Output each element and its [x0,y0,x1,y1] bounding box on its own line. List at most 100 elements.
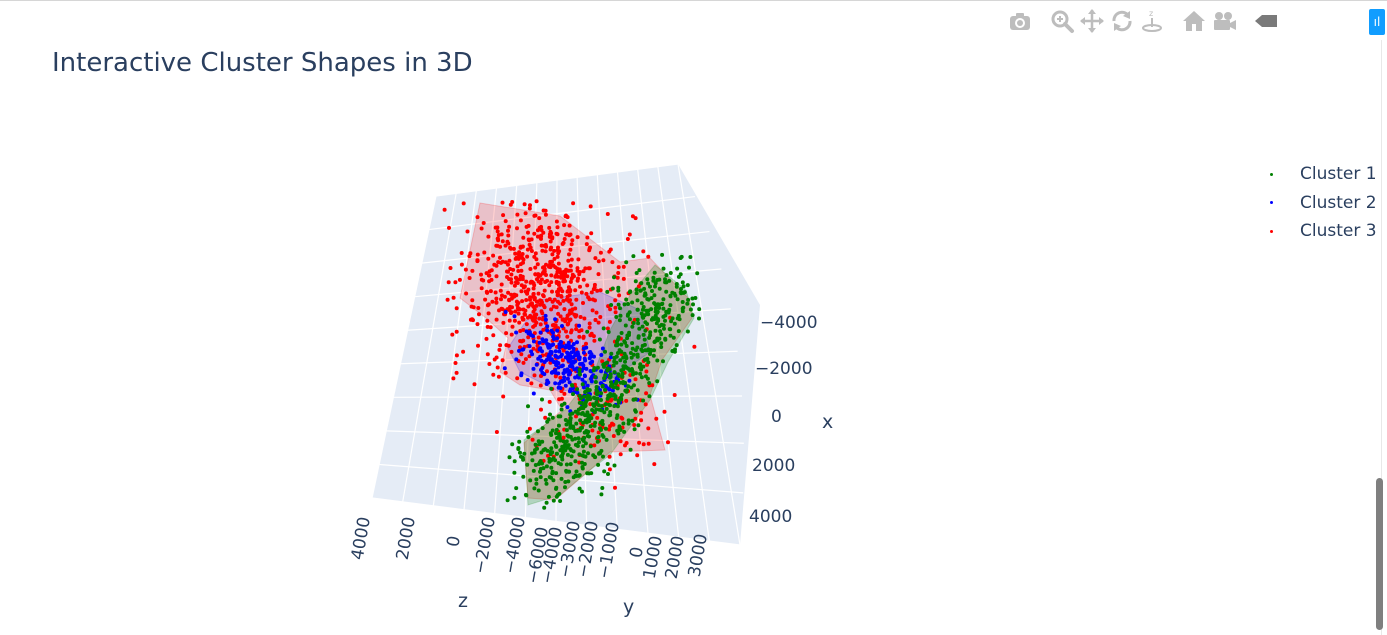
scrollbar-thumb[interactable] [1376,478,1383,630]
data-point [642,357,647,362]
grid-line [428,195,696,231]
data-point [636,423,641,428]
data-point [498,288,503,293]
data-point [540,439,545,444]
data-point [498,343,503,348]
data-point [532,213,537,218]
data-point [626,421,631,426]
data-point [659,345,664,349]
data-point [554,281,559,285]
data-point [540,397,544,402]
camera-icon[interactable] [1005,6,1035,36]
data-point [579,290,584,295]
data-point [575,387,580,392]
data-point [608,355,613,360]
data-point [550,428,555,433]
data-point [549,446,554,451]
data-point [582,316,587,321]
legend-item-cluster-2[interactable]: Cluster 2 [1260,189,1377,218]
data-point [521,457,526,462]
data-point [556,414,561,419]
data-point [566,258,571,263]
data-point [659,332,664,337]
data-point [556,365,561,370]
data-point [542,372,547,377]
hover-icon[interactable] [1251,6,1281,36]
data-point [620,371,625,376]
data-point [564,428,569,433]
data-point [570,307,575,312]
data-point [442,207,447,212]
data-point [631,254,636,259]
data-point [545,278,550,283]
data-point [590,428,595,433]
data-point [637,326,642,331]
data-point [633,416,638,421]
data-point [603,349,607,354]
data-point [503,370,508,375]
zoom-icon[interactable] [1047,6,1077,36]
data-point [678,256,683,260]
data-point [662,326,666,331]
data-point [643,328,648,333]
data-point [585,235,590,240]
data-point [541,270,546,274]
data-point [583,441,588,446]
data-point [509,280,514,285]
data-point [598,250,603,255]
data-point [630,418,635,423]
data-point [622,429,627,434]
home-icon[interactable] [1179,6,1209,36]
save-camera-icon[interactable] [1209,6,1239,36]
orbit-rotation-icon[interactable] [1107,6,1137,36]
scroll-track [1381,40,1382,635]
data-point [454,329,459,334]
data-point [565,344,570,349]
data-point [556,299,560,304]
pan-icon[interactable] [1077,6,1107,36]
data-point [654,416,659,421]
data-point [548,412,552,417]
data-point [531,286,536,291]
data-point [511,246,516,251]
data-point [526,315,530,320]
data-point [551,498,556,503]
data-point [469,304,474,309]
data-point [600,418,605,423]
data-point [589,231,594,236]
legend-item-cluster-3[interactable]: Cluster 3 [1260,217,1377,246]
data-point [485,352,490,357]
data-point [612,275,616,280]
data-point [601,326,606,331]
data-point [560,457,565,462]
data-point [675,266,680,271]
data-point [507,455,512,460]
data-point [511,294,516,299]
data-point [547,399,552,404]
y-tick-label: 3000 [685,532,712,578]
data-point [603,426,608,431]
data-point [555,248,560,253]
data-point [551,304,556,309]
data-point [527,242,532,247]
data-point [588,350,593,355]
data-point [494,263,499,268]
turntable-rotation-icon[interactable]: z [1137,6,1167,36]
data-point [573,359,577,364]
legend-marker-icon [1270,229,1273,233]
data-point [581,449,586,454]
data-point [531,366,536,371]
data-point [600,486,605,490]
plotly-logo-badge[interactable]: ıl [1369,9,1385,35]
data-point [547,225,552,230]
data-point [548,360,553,365]
legend-item-cluster-1[interactable]: Cluster 1 [1260,160,1377,189]
data-point [549,280,554,285]
data-point [529,249,534,253]
data-point [568,247,573,252]
data-point [642,342,647,347]
data-point [580,489,584,494]
data-point [580,411,585,415]
z-axis-label: z [458,590,468,612]
